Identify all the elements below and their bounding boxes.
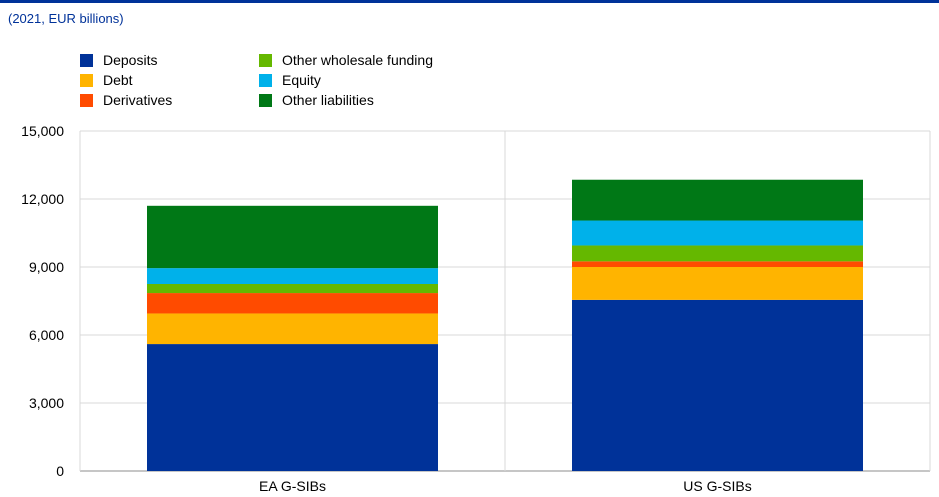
legend-swatch-derivatives (80, 93, 93, 107)
legend-label-equity: Equity (282, 72, 321, 88)
legend-item-other-liabilities: Other liabilities (259, 91, 374, 109)
legend-label-derivatives: Derivatives (103, 92, 173, 108)
legend-label-deposits: Deposits (103, 52, 158, 68)
legend-swatch-other-wholesale-funding (259, 53, 272, 67)
y-tick-label: 0 (56, 463, 64, 479)
x-tick-label: EA G-SIBs (259, 478, 326, 494)
bar-segment-debt-ea-g-sibs (147, 313, 438, 345)
legend-swatch-other-liabilities (259, 93, 272, 107)
y-tick-label: 3,000 (29, 395, 64, 411)
bar-segment-other-liabilities-us-g-sibs (572, 179, 863, 221)
legend-item-deposits: Deposits (80, 51, 157, 69)
legend-item-debt: Debt (80, 71, 133, 89)
legend-label-other-liabilities: Other liabilities (282, 92, 374, 108)
top-rule (0, 0, 939, 3)
y-tick-label: 12,000 (21, 191, 64, 207)
bar-segment-other-wholesale-funding-ea-g-sibs (147, 284, 438, 294)
bar-segment-debt-us-g-sibs (572, 267, 863, 300)
bar-segment-other-wholesale-funding-us-g-sibs (572, 245, 863, 262)
legend-label-other-wholesale-funding: Other wholesale funding (282, 52, 433, 68)
bar-segment-equity-ea-g-sibs (147, 268, 438, 284)
y-tick-label: 9,000 (29, 259, 64, 275)
legend-item-other-wholesale-funding: Other wholesale funding (259, 51, 433, 69)
bar-segment-equity-us-g-sibs (572, 220, 863, 246)
legend-swatch-debt (80, 73, 93, 87)
legend-swatch-deposits (80, 53, 93, 67)
bar-segment-derivatives-us-g-sibs (572, 261, 863, 267)
bar-segment-derivatives-ea-g-sibs (147, 293, 438, 314)
legend-swatch-equity (259, 73, 272, 87)
legend-item-derivatives: Derivatives (80, 91, 172, 109)
bar-segment-deposits-us-g-sibs (572, 299, 863, 471)
legend-item-equity: Equity (259, 71, 321, 89)
bar-segment-other-liabilities-ea-g-sibs (147, 205, 438, 269)
chart-subtitle: (2021, EUR billions) (8, 11, 124, 26)
legend-label-debt: Debt (103, 72, 133, 88)
x-tick-label: US G-SIBs (683, 478, 751, 494)
bar-segment-deposits-ea-g-sibs (147, 344, 438, 471)
y-tick-label: 15,000 (21, 123, 64, 139)
y-tick-label: 6,000 (29, 327, 64, 343)
legend: Deposits Debt Derivatives Other wholesal… (80, 51, 640, 111)
